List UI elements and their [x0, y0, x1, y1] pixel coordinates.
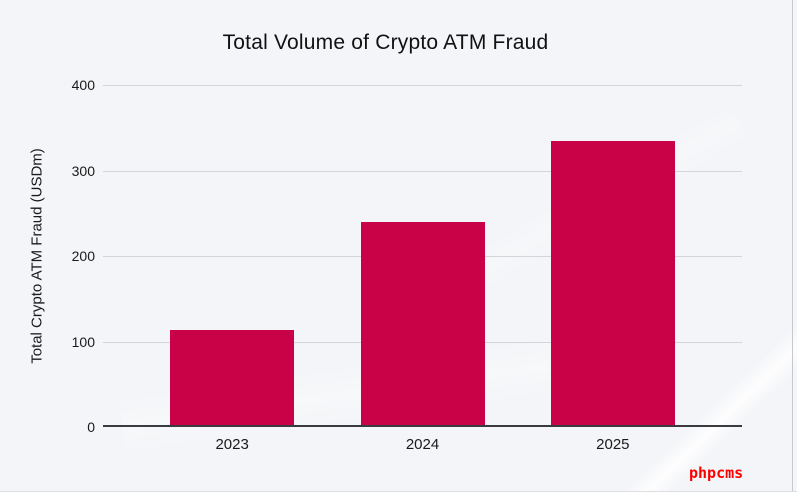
y-axis-ticks: 0 100 200 300 400: [0, 77, 95, 435]
bar-2025: [550, 140, 675, 427]
x-axis-line: [103, 425, 742, 427]
x-tick-label-2023: 2023: [215, 436, 249, 453]
y-tick-label-0: 0: [87, 419, 95, 435]
bar-2024: [360, 221, 485, 427]
x-tick-label-2024: 2024: [405, 436, 440, 453]
y-tick-label-100: 100: [71, 333, 95, 350]
y-tick-label-200: 200: [71, 248, 95, 264]
x-tick-label-2025: 2025: [596, 436, 630, 453]
plot-area: [103, 85, 742, 427]
bar-2023: [170, 329, 295, 427]
chart-title: Total Volume of Crypto ATM Fraud: [222, 31, 549, 54]
x-axis-ticks: 2023 2024 2025: [103, 436, 742, 456]
page-edge-line: [792, 0, 793, 492]
watermark-logo: phpcms: [689, 464, 744, 482]
y-tick-label-400: 400: [71, 77, 95, 93]
gridline-300: [103, 170, 742, 172]
gridline-400: [103, 85, 742, 86]
y-tick-label-300: 300: [71, 162, 95, 179]
